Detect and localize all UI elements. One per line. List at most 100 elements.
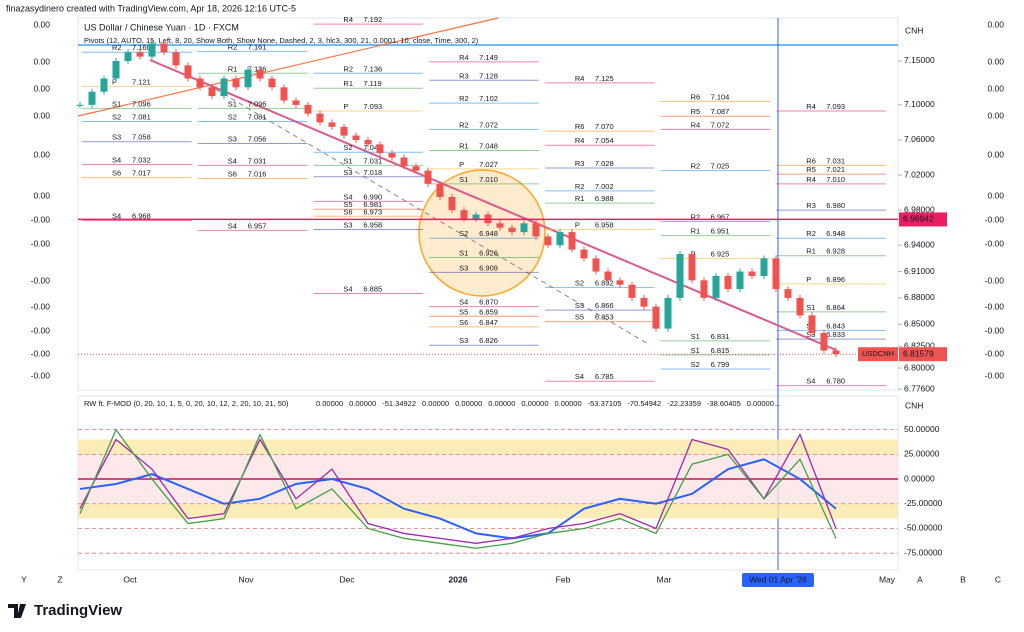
watermark: finazasydinero created with TradingView.… <box>6 3 296 13</box>
indicator-value: 0.00000... <box>747 399 780 408</box>
y-tick-label: 6.88000 <box>904 292 935 302</box>
candle <box>220 78 228 97</box>
toolbar-button[interactable]: B <box>960 574 966 584</box>
x-tick-label: Wed 01 Apr '26 <box>749 574 807 584</box>
pivot-value: 7.010 <box>479 175 498 184</box>
indicator-value: 0.00000 <box>455 399 482 408</box>
pivot-name: S4 <box>343 192 352 201</box>
indicator-value: -38.60405 <box>707 399 741 408</box>
pivot-name: R5 <box>806 165 816 174</box>
y-tick-label: 7.10000 <box>904 99 935 109</box>
candle <box>184 65 192 79</box>
y-tick-label: 7.06000 <box>904 134 935 144</box>
x-tick-label: Mar <box>657 574 672 584</box>
right-scale-label: -0.00 <box>985 275 1005 285</box>
pivot-value: 7.096 <box>248 99 267 108</box>
pivot-name: S3 <box>343 168 352 177</box>
candle <box>748 271 756 276</box>
pivot-value: 6.958 <box>595 220 614 229</box>
pivot-value: 7.028 <box>595 159 614 168</box>
right-scale-label: -0.00 <box>985 325 1005 335</box>
pivot-name: P <box>691 249 696 258</box>
candle <box>400 157 408 167</box>
pivot-value: 6.870 <box>479 298 498 307</box>
candle <box>280 87 288 101</box>
right-scale-label: -0.00 <box>985 370 1005 380</box>
pivot-name: S2 <box>228 113 237 122</box>
x-tick-label: Nov <box>238 574 254 584</box>
toolbar-button[interactable]: Z <box>57 574 62 584</box>
left-scale-label: 0.00 <box>33 83 50 93</box>
toolbar-button[interactable]: A <box>917 574 923 584</box>
candle <box>124 52 132 61</box>
x-tick-label: May <box>879 574 896 584</box>
left-scale-label: 0.00 <box>33 190 50 200</box>
pivot-value: 6.785 <box>595 372 614 381</box>
pivots-legend: Pivots (12, AUTO, 15, Left, 8, 20, Show … <box>84 36 479 45</box>
candle <box>688 254 696 281</box>
pivot-value: 6.826 <box>479 336 498 345</box>
pivot-name: P <box>112 77 117 86</box>
pivot-value: 6.990 <box>363 192 382 201</box>
candle <box>424 170 432 184</box>
pivot-value: 7.058 <box>132 133 151 142</box>
pivot-name: R1 <box>228 64 238 73</box>
y-tick-label: 6.77600 <box>904 383 935 393</box>
toolbar-button[interactable]: C <box>995 574 1001 584</box>
pivot-name: R6 <box>806 156 816 165</box>
candle <box>268 78 276 88</box>
pivot-value: 7.031 <box>248 156 267 165</box>
candle <box>544 236 552 246</box>
pivot-value: 6.831 <box>711 332 730 341</box>
pivot-value: 6.847 <box>479 318 498 327</box>
pivot-value: 7.081 <box>132 113 151 122</box>
pivot-value: 6.864 <box>826 303 845 312</box>
pivot-name: S4 <box>228 221 237 230</box>
indicator-value: -51.34922 <box>382 399 416 408</box>
x-tick-label: Feb <box>556 574 571 584</box>
right-scale-label: -0.00 <box>985 348 1005 358</box>
pivot-value: 7.104 <box>711 92 730 101</box>
candle <box>460 210 468 219</box>
candle <box>712 275 720 298</box>
pivot-value: 6.973 <box>363 207 382 216</box>
pivot-name: R1 <box>343 79 353 88</box>
pivot-name: R3 <box>459 71 469 80</box>
right-scale-label: 0.00 <box>987 149 1004 159</box>
pivot-name: R2 <box>343 64 353 73</box>
right-scale-label: 0.00 <box>987 110 1004 120</box>
pivot-value: 7.048 <box>479 141 498 150</box>
candle <box>388 153 396 158</box>
candle <box>316 113 324 123</box>
right-scale-label: 0.00 <box>987 83 1004 93</box>
pivot-name: R1 <box>575 194 585 203</box>
pivot-value: 7.136 <box>248 64 267 73</box>
pivot-name: R5 <box>691 107 701 116</box>
pivot-value: 7.072 <box>479 120 498 129</box>
pivot-name: S4 <box>112 212 121 221</box>
pivot-value: 7.160 <box>132 43 151 52</box>
pivot-name: R2 <box>691 213 701 222</box>
pivot-value: 7.018 <box>363 168 382 177</box>
upper-band <box>78 439 898 455</box>
pivot-value: 6.866 <box>595 301 614 310</box>
right-scale-label: -0.00 <box>985 301 1005 311</box>
toolbar-button[interactable]: Y <box>21 574 27 584</box>
candle <box>520 223 528 233</box>
candle <box>412 166 420 171</box>
pivot-name: R6 <box>691 92 701 101</box>
pivot-value: 7.192 <box>363 15 382 24</box>
pivot-name: S3 <box>806 330 815 339</box>
candle <box>244 69 252 88</box>
candle <box>736 271 744 290</box>
pivot-name: P <box>459 160 464 169</box>
candle <box>832 350 840 355</box>
candle <box>820 332 828 351</box>
pivot-value: 7.081 <box>248 113 267 122</box>
pivot-value: 7.056 <box>248 134 267 143</box>
pivot-value: 6.843 <box>826 321 845 330</box>
pivot-value: 7.021 <box>826 165 845 174</box>
candle <box>112 60 120 79</box>
candle <box>100 78 108 92</box>
candle <box>796 297 804 316</box>
